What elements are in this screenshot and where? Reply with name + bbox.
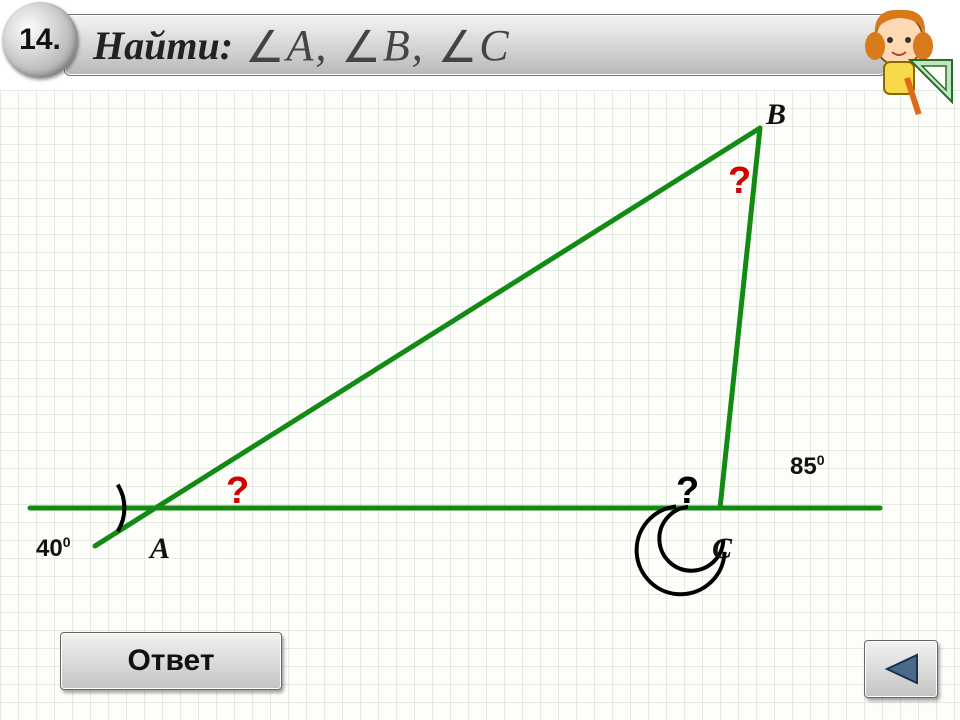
graph-paper bbox=[0, 90, 960, 720]
mascot-illustration bbox=[844, 0, 954, 120]
problem-number-badge: 14. bbox=[2, 2, 78, 78]
task-header: Найти: ∠A, ∠B, ∠C bbox=[64, 14, 886, 76]
vertex-label-c: C bbox=[712, 532, 732, 566]
nav-back-button[interactable] bbox=[864, 640, 938, 698]
given-angle-85: 850 bbox=[790, 452, 825, 481]
vertex-label-a: A bbox=[150, 532, 170, 566]
unknown-angle-b: ? bbox=[728, 160, 751, 203]
find-label: Найти: bbox=[93, 22, 233, 69]
vertex-label-b: B bbox=[766, 98, 786, 132]
find-expression: ∠A, ∠B, ∠C bbox=[245, 20, 511, 71]
given-angle-40: 400 bbox=[36, 534, 71, 563]
triangle-left-icon bbox=[881, 653, 921, 685]
unknown-angle-a: ? bbox=[226, 470, 249, 513]
unknown-angle-c: ? bbox=[676, 470, 699, 513]
answer-button[interactable]: Ответ bbox=[60, 632, 282, 690]
